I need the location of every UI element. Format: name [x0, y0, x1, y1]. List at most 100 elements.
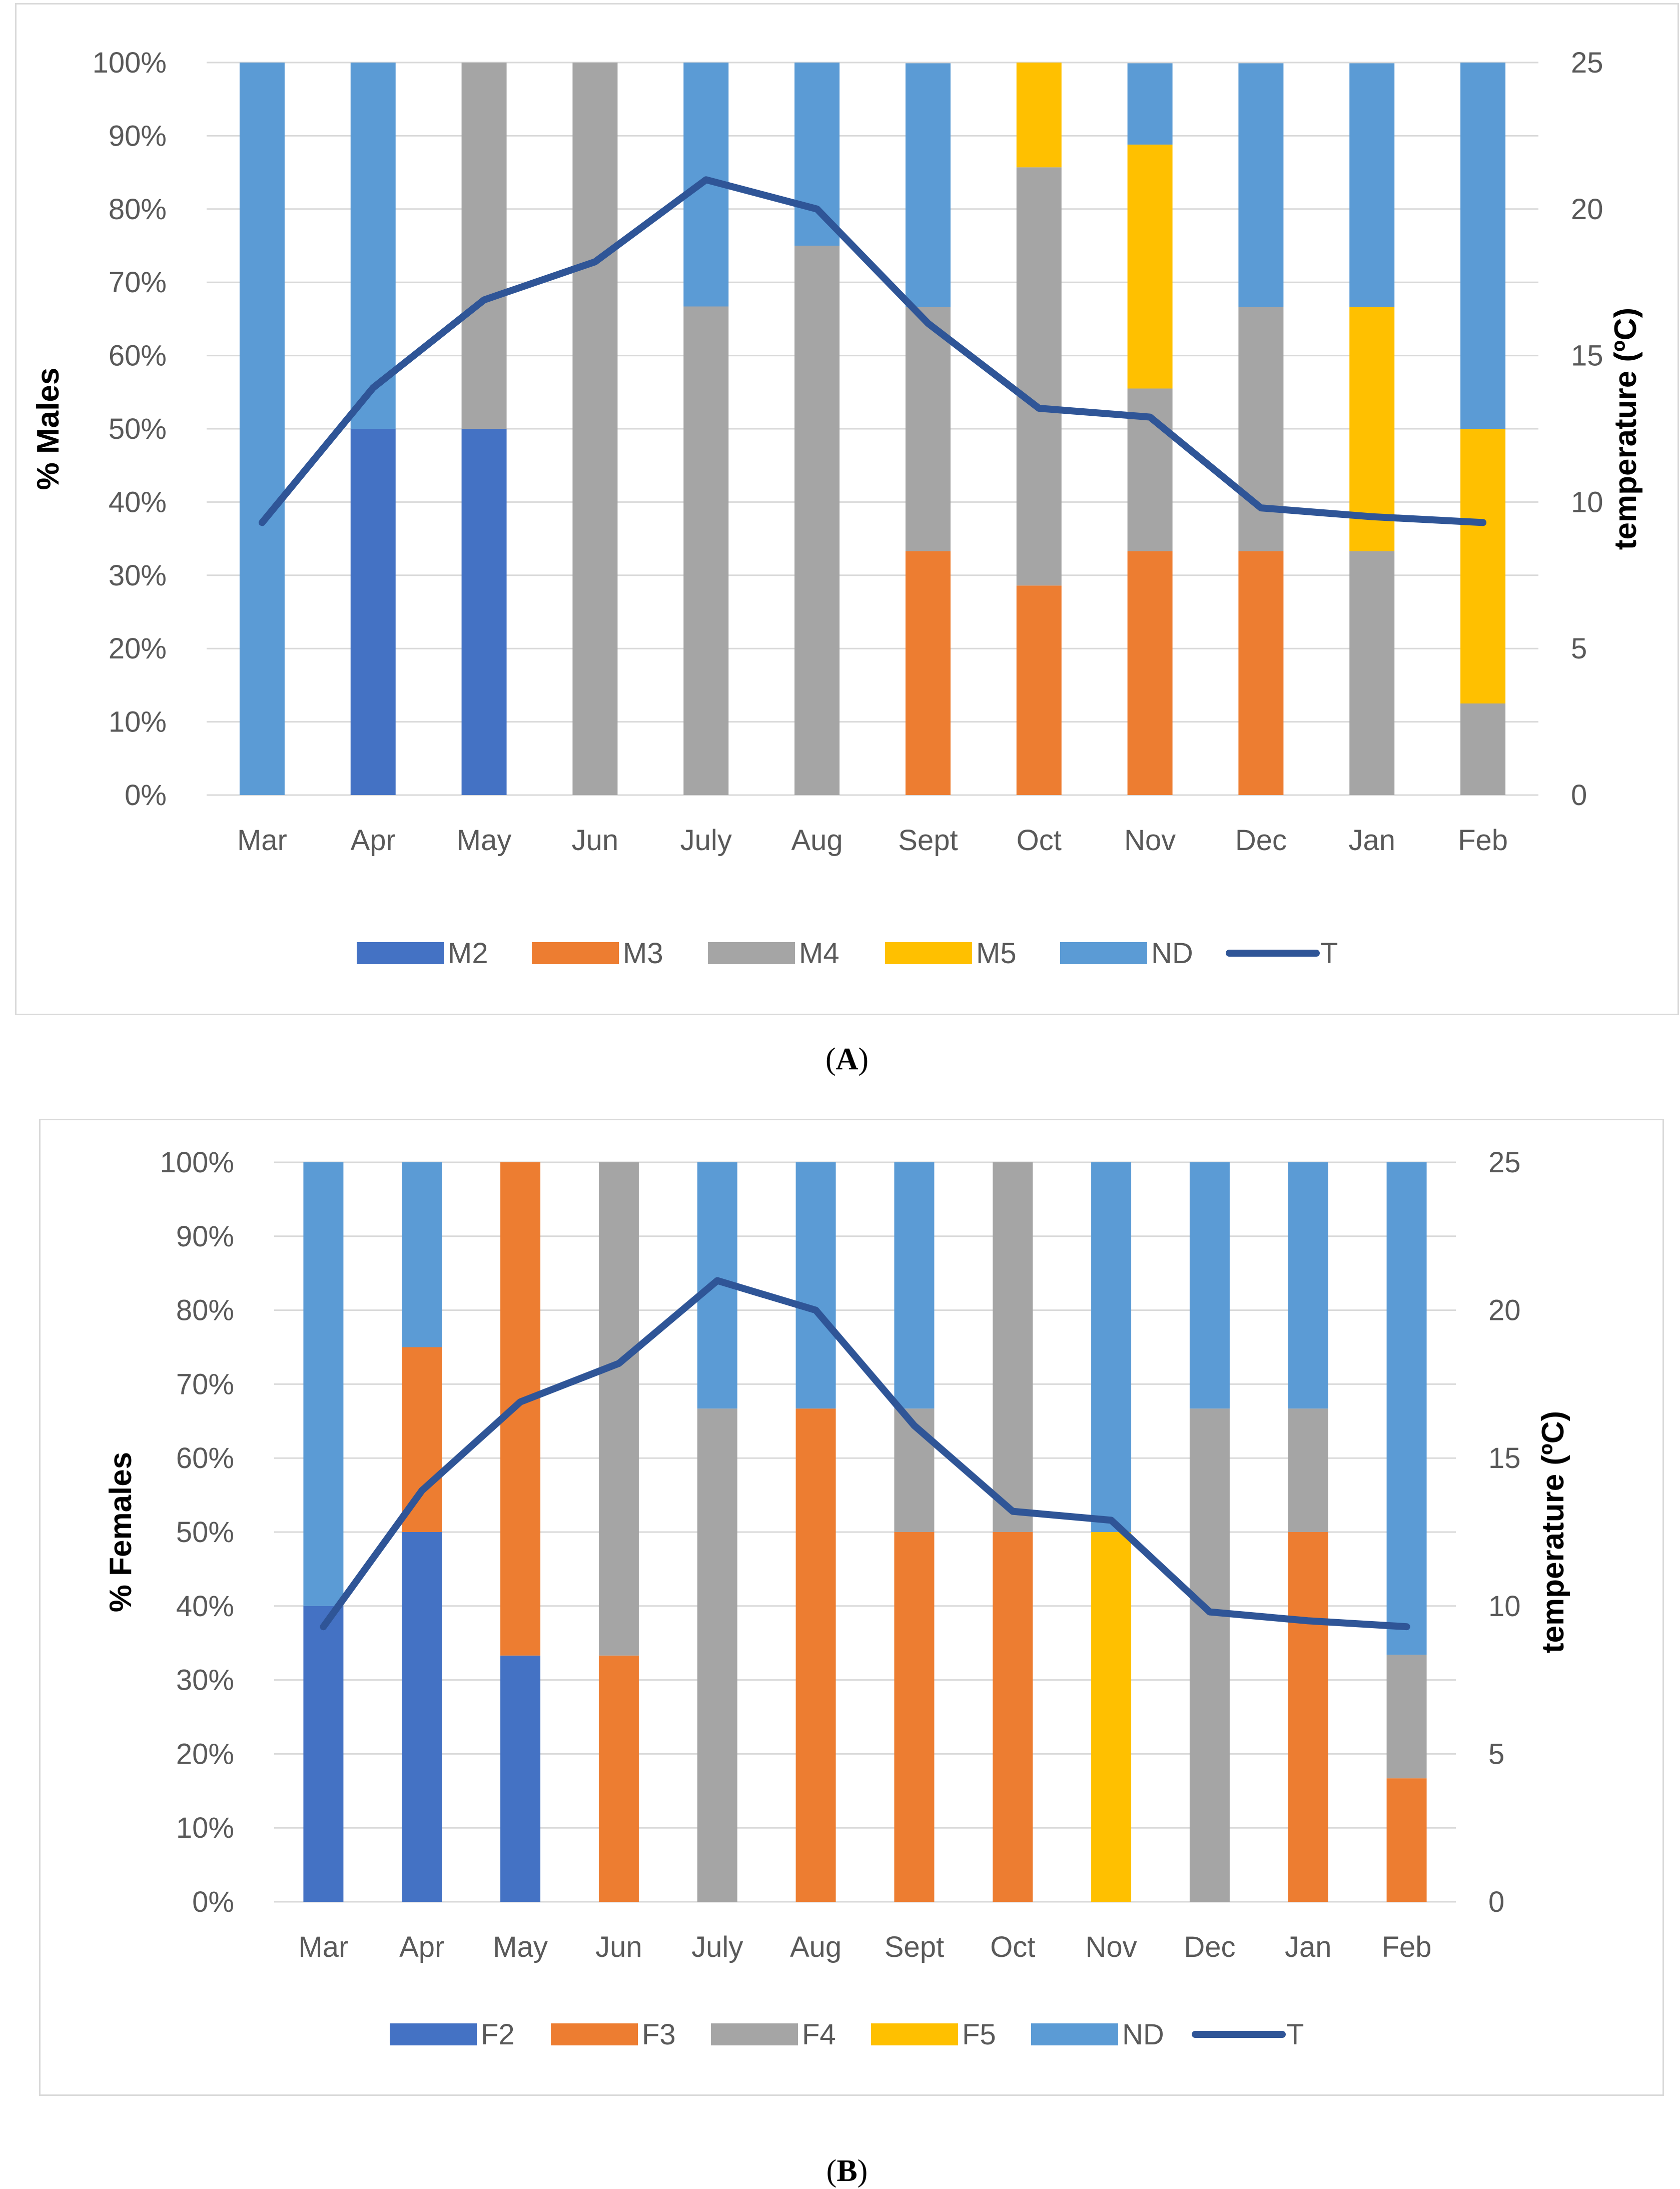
bar-f3-aug	[795, 1408, 836, 1902]
bar-m3-nov	[1127, 551, 1173, 795]
bar-m5-oct	[1016, 63, 1062, 168]
legend-label-t: T	[1320, 937, 1338, 970]
bar-f5-nov	[1091, 1532, 1132, 1902]
bar-nd-mar	[239, 63, 285, 795]
bar-m5-feb	[1460, 429, 1506, 703]
x-tick-label: Jun	[572, 824, 619, 857]
x-tick-label: July	[691, 1931, 743, 1963]
x-tick-label: July	[680, 824, 732, 857]
legend-label-m4: M4	[799, 937, 839, 970]
legend-swatch-nd	[1060, 942, 1147, 964]
y-tick-label: 70%	[176, 1368, 234, 1400]
bar-m2-may	[461, 429, 507, 795]
legend-swatch-nd	[1031, 2023, 1118, 2045]
y-axis-title: % Males	[31, 368, 66, 490]
bar-nd-jan	[1349, 63, 1395, 307]
chart-b: 0% 10% 20% 30% 40% 50% 60% 70% 80% 90% 100% 0 5 10 15 2…	[104, 1146, 1570, 2051]
legend-label-m5: M5	[976, 937, 1017, 970]
y2-tick-label: 25	[1488, 1146, 1521, 1179]
bar-nd-nov	[1127, 63, 1173, 145]
y2-tick-label: 20	[1488, 1294, 1521, 1327]
bar-m3-dec	[1238, 551, 1284, 795]
bar-f3-feb	[1386, 1778, 1427, 1902]
bar-nd-nov	[1091, 1162, 1132, 1532]
x-tick-label: Mar	[237, 824, 287, 857]
y-tick-label: 60%	[176, 1442, 234, 1475]
y-tick-label: 30%	[109, 559, 167, 592]
x-tick-label: Jan	[1348, 824, 1395, 857]
bar-f2-apr	[402, 1532, 442, 1902]
y-tick-label: 100%	[160, 1146, 234, 1179]
x-tick-label: Feb	[1458, 824, 1508, 857]
y2-axis-title: temperature (ºC)	[1536, 1411, 1570, 1653]
bar-nd-mar	[303, 1162, 344, 1606]
legend-label-t: T	[1286, 2018, 1304, 2051]
legend-swatch-m2	[357, 942, 444, 964]
x-tick-label: Oct	[1017, 824, 1062, 857]
bar-nd-feb	[1460, 63, 1506, 429]
x-tick-label: Nov	[1124, 824, 1176, 857]
bar-m4-jun	[572, 63, 618, 795]
legend-swatch-m5	[885, 942, 972, 964]
legend-swatch-f5	[871, 2023, 958, 2045]
chart-a: 0% 10% 20% 30% 40% 50% 60% 70% 80% 90% 100% 0 5 10 15 2…	[31, 47, 1643, 970]
bar-m4-jan	[1349, 551, 1395, 795]
y-tick-label: 40%	[109, 486, 167, 518]
x-tick-label: May	[457, 824, 512, 857]
y-tick-label: 100%	[93, 47, 167, 79]
legend-swatch-m4	[708, 942, 795, 964]
y-tick-label: 80%	[109, 193, 167, 226]
bar-f3-may	[500, 1162, 541, 1656]
bar-f3-jun	[598, 1655, 639, 1902]
bar-m3-oct	[1016, 585, 1062, 795]
bar-nd-sept	[905, 63, 951, 307]
bar-f3-oct	[993, 1532, 1033, 1902]
y2-tick-label: 5	[1488, 1738, 1504, 1770]
bar-nd-aug	[794, 63, 840, 246]
y2-tick-label: 25	[1571, 47, 1603, 79]
temperature-line	[320, 1277, 1410, 1631]
x-tick-label: Jan	[1285, 1931, 1332, 1963]
y2-tick-label: 10	[1571, 486, 1603, 518]
legend-swatch-f3	[551, 2023, 638, 2045]
bar-f3-jan	[1288, 1532, 1328, 1902]
y-tick-label: 20%	[176, 1738, 234, 1770]
x-tick-label: Oct	[990, 1931, 1035, 1963]
x-tick-label: May	[493, 1931, 548, 1963]
bar-nd-sept	[894, 1162, 935, 1409]
x-tick-label: Sept	[898, 824, 958, 857]
bar-nd-apr	[350, 63, 396, 429]
legend-swatch-m3	[532, 942, 619, 964]
y-tick-label: 10%	[176, 1812, 234, 1844]
y-axis-title: % Females	[104, 1452, 138, 1613]
x-tick-label: Nov	[1086, 1931, 1137, 1963]
y-tick-label: 80%	[176, 1294, 234, 1327]
y2-tick-label: 15	[1488, 1442, 1521, 1475]
bar-m3-sept	[905, 551, 951, 795]
y-tick-label: 90%	[176, 1220, 234, 1253]
bar-nd-aug	[795, 1162, 836, 1409]
y-tick-label: 0%	[192, 1886, 234, 1918]
legend-swatch-f2	[390, 2023, 477, 2045]
bar-m5-jan	[1349, 307, 1395, 551]
legend-label-f4: F4	[802, 2018, 836, 2051]
y2-tick-label: 0	[1488, 1886, 1504, 1918]
x-tick-label: Dec	[1235, 824, 1287, 857]
bar-f4-feb	[1386, 1655, 1427, 1779]
bar-m4-aug	[794, 246, 840, 795]
x-tick-label: Apr	[351, 824, 396, 857]
y2-axis-title: temperature (ºC)	[1608, 308, 1643, 550]
bar-m4-july	[683, 306, 729, 795]
y2-tick-label: 15	[1571, 340, 1603, 372]
x-tick-label: Jun	[595, 1931, 642, 1963]
y-tick-label: 30%	[176, 1664, 234, 1697]
legend-label-nd: ND	[1151, 937, 1193, 970]
y-tick-label: 20%	[109, 632, 167, 665]
bar-m5-nov	[1127, 144, 1173, 389]
bar-m4-sept	[905, 307, 951, 551]
temperature-line	[258, 176, 1487, 526]
legend-label-f5: F5	[962, 2018, 996, 2051]
legend-label-f2: F2	[481, 2018, 515, 2051]
x-tick-label: Apr	[399, 1931, 444, 1963]
bar-f2-mar	[303, 1606, 344, 1902]
